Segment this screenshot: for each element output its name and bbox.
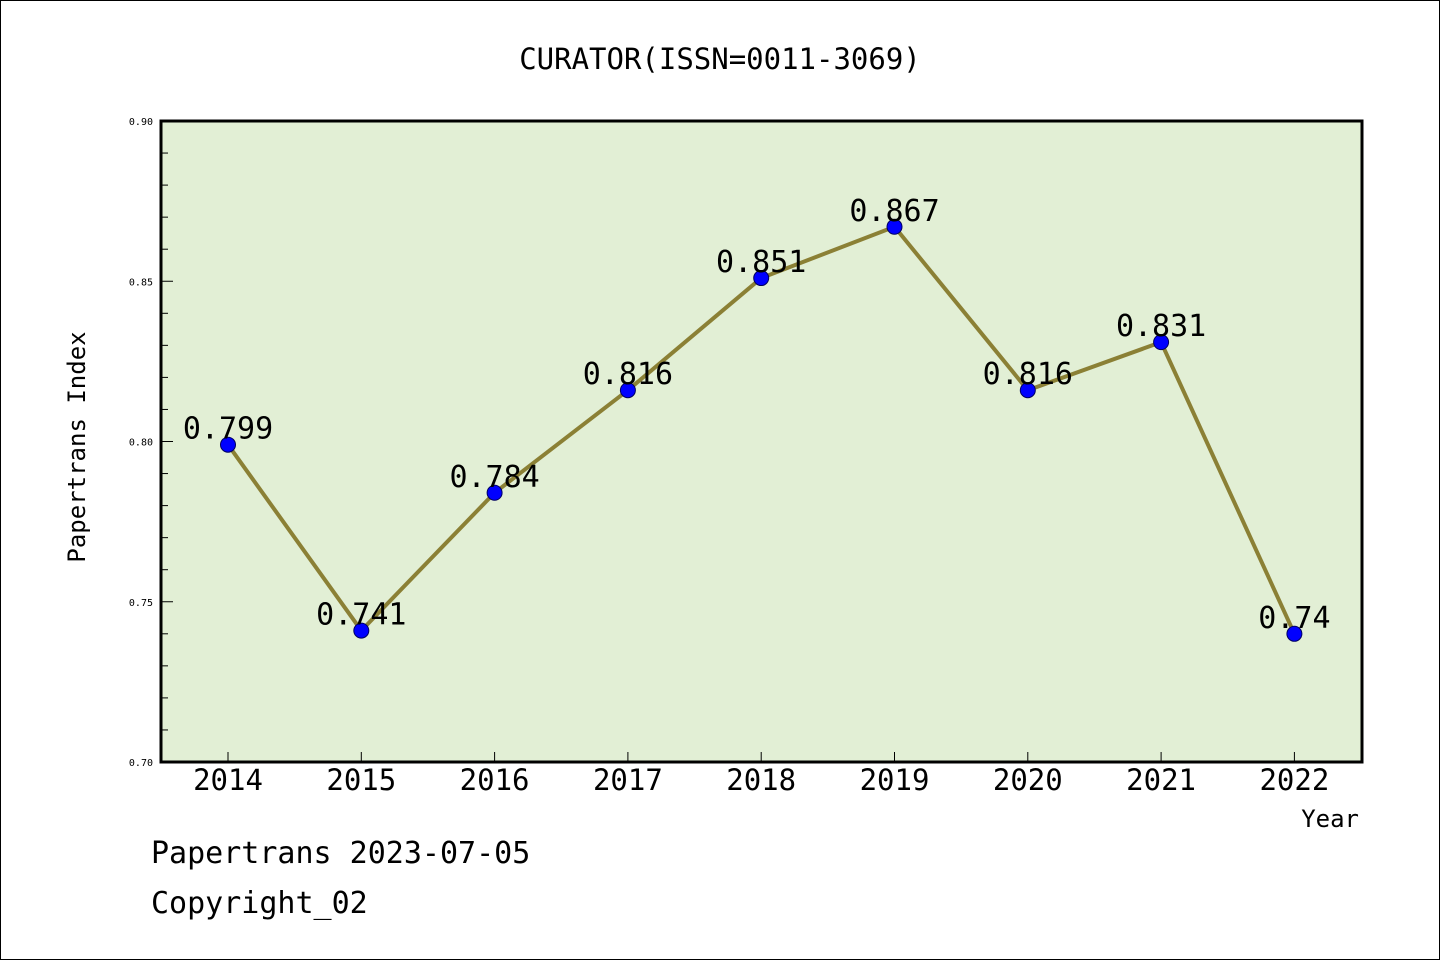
x-axis-label: Year xyxy=(1301,805,1359,833)
x-tick-label: 2020 xyxy=(993,763,1063,797)
data-point xyxy=(486,484,503,501)
x-tick-label: 2017 xyxy=(593,763,663,797)
footer-date-text: Papertrans 2023-07-05 xyxy=(151,836,531,871)
data-label: 0.816 xyxy=(583,357,673,392)
plot-area xyxy=(159,119,1364,764)
data-point xyxy=(619,382,636,399)
x-tick-label: 2018 xyxy=(726,763,796,797)
data-point xyxy=(1019,382,1036,399)
data-point xyxy=(220,436,236,453)
x-tick-label: 2015 xyxy=(326,763,396,797)
data-point xyxy=(1153,334,1170,351)
x-tick-label: 2014 xyxy=(193,763,263,797)
data-label: 0.784 xyxy=(449,460,539,495)
y-tick-label: 0.90 xyxy=(129,117,153,128)
y-axis-label: Papertrans Index xyxy=(63,331,91,562)
data-label: 0.741 xyxy=(316,598,406,633)
x-tick-label: 2019 xyxy=(860,763,930,797)
y-tick-label: 0.70 xyxy=(129,758,153,769)
data-point xyxy=(353,622,370,639)
y-tick-label: 0.80 xyxy=(129,438,153,449)
y-tick-label: 0.75 xyxy=(129,598,153,609)
y-tick-label: 0.85 xyxy=(129,277,153,288)
data-label: 0.74 xyxy=(1258,601,1330,636)
data-label: 0.851 xyxy=(716,245,806,280)
chart-title: CURATOR(ISSN=0011-3069) xyxy=(519,42,921,76)
data-label: 0.799 xyxy=(183,412,273,447)
x-tick-label: 2021 xyxy=(1126,763,1196,797)
data-point xyxy=(886,218,903,235)
data-label: 0.816 xyxy=(983,357,1073,392)
data-label: 0.831 xyxy=(1116,309,1206,344)
data-label: 0.867 xyxy=(849,194,939,229)
x-tick-label: 2022 xyxy=(1259,763,1329,797)
x-tick-label: 2016 xyxy=(460,763,530,797)
footer-copyright-text: Copyright_02 xyxy=(151,886,368,921)
data-point xyxy=(753,270,770,287)
data-point xyxy=(1286,625,1303,642)
